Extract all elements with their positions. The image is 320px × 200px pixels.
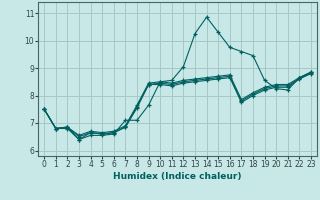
- X-axis label: Humidex (Indice chaleur): Humidex (Indice chaleur): [113, 172, 242, 181]
